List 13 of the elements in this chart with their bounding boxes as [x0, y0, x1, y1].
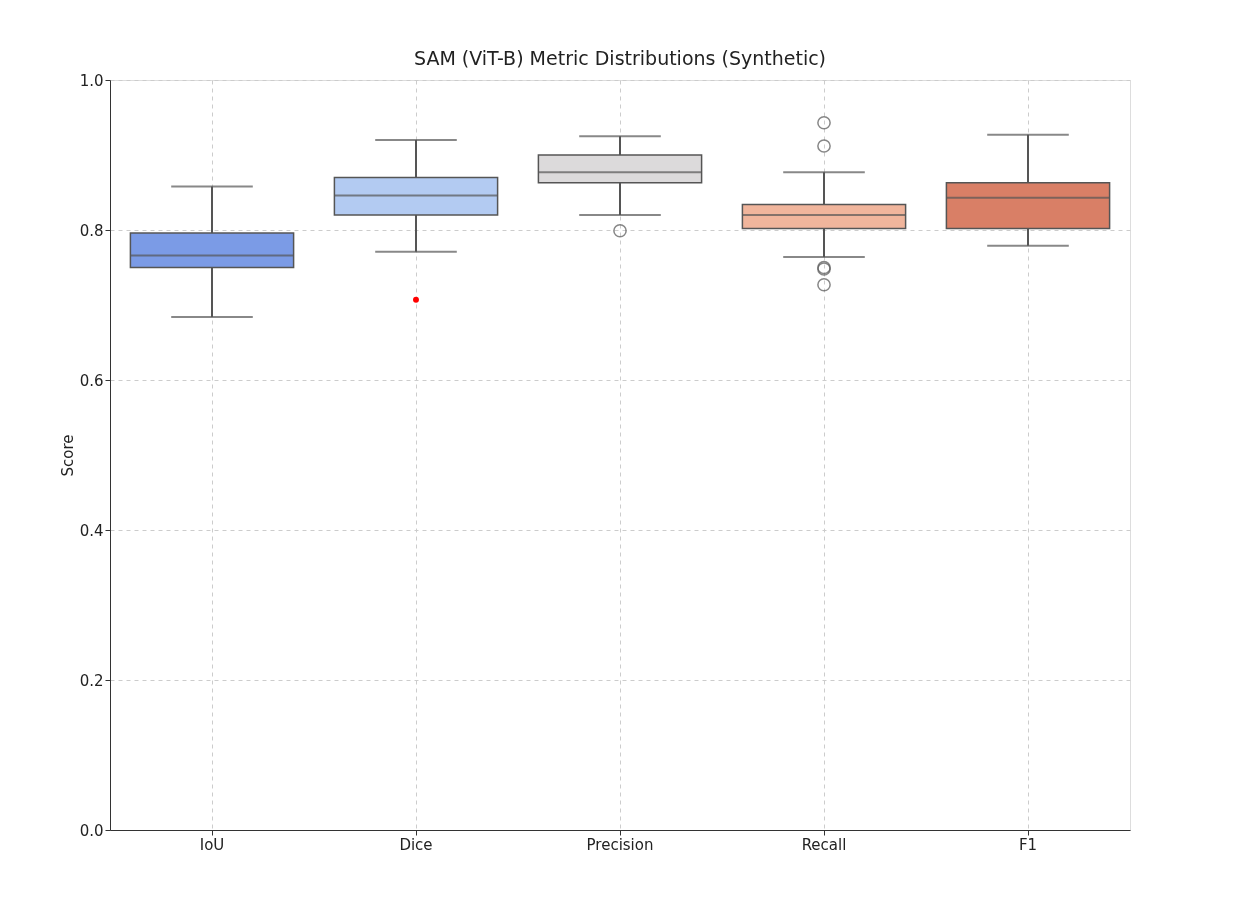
- x-tick-label: Precision: [586, 835, 654, 854]
- y-tick-label: 0.6: [79, 371, 104, 390]
- x-tick-label: Dice: [399, 835, 433, 854]
- y-tick-label: 0.2: [79, 671, 104, 690]
- y-tick-label: 0.0: [79, 821, 104, 840]
- chart-title: SAM (ViT-B) Metric Distributions (Synthetic): [413, 47, 827, 69]
- y-axis-title: Score: [58, 434, 77, 477]
- x-tick-label: F1: [1018, 835, 1038, 854]
- y-tick-label: 1.0: [79, 71, 104, 90]
- y-tick-label: 0.4: [79, 521, 104, 540]
- x-tick-label: IoU: [199, 835, 225, 854]
- y-tick-label: 0.8: [79, 221, 104, 240]
- x-tick-label: Recall: [801, 835, 847, 854]
